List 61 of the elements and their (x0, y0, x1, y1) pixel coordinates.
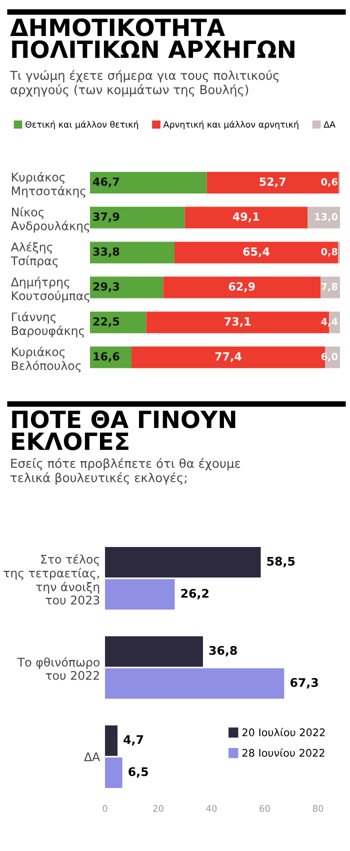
data-label: 33,8 (93, 247, 120, 258)
chart-subtitle: Τι γνώμη έχετε σήμερα για τους πολιτικούς αρχηγούς (των κομμάτων της Βουλής) (10, 70, 279, 97)
legend-label: Θετική και μάλλον θετική (26, 120, 138, 130)
bar (105, 636, 203, 667)
y-tick-label: Κυριάκος Μητσοτάκης (12, 172, 86, 198)
y-tick-label: Γιάννης Βαρουφάκης (12, 312, 84, 338)
legend-label: 20 Ιουλίου 2022 (242, 728, 325, 736)
bar (90, 242, 174, 264)
data-label: 77,4 (215, 352, 242, 362)
legend-label: Αρνητική και μάλλον αρνητική (163, 120, 298, 130)
x-tick-label: 0 (102, 805, 108, 812)
bar (90, 172, 207, 194)
bar (90, 276, 164, 298)
bar (174, 242, 338, 264)
bar (105, 547, 261, 578)
bar (184, 206, 308, 228)
data-label: 49,1 (232, 212, 260, 222)
data-label: 13,0 (315, 213, 338, 222)
y-tick-label: Κυριάκος Βελόπουλος (12, 346, 81, 372)
bar (90, 312, 146, 334)
x-tick-label: 80 (312, 805, 324, 812)
x-tick-label: 40 (206, 805, 217, 812)
data-label: 22,5 (93, 317, 120, 328)
data-label: 36,8 (209, 646, 237, 656)
x-tick-label: 60 (260, 805, 270, 812)
y-tick-label: Το φθινόπωρο του 2022 (17, 657, 100, 680)
x-tick-label: 20 (153, 805, 164, 812)
data-label: 0,8 (321, 248, 338, 257)
bar (105, 725, 118, 756)
legend-label: ΔΑ (324, 121, 336, 128)
y-tick-label: Στο τέλος της τετραετίας, την άνοιξη του 2023 (4, 554, 100, 605)
data-label: 29,3 (93, 282, 120, 292)
chart-title: ΠΟΤΕ ΘΑ ΓΙΝΟΥΝ ΕΚΛΟΓΕΣ (12, 410, 236, 450)
data-label: 0,6 (321, 178, 338, 187)
data-label: 6,5 (128, 767, 148, 778)
data-label: 26,2 (181, 588, 208, 600)
data-label: 73,1 (224, 317, 251, 328)
data-label: 65,4 (243, 247, 270, 258)
chart-title: ΔΗΜΟΤΙΚΟΤΗΤΑ ΠΟΛΙΤΙΚΩΝ ΑΡΧΗΓΩΝ (10, 18, 294, 58)
bar (105, 757, 122, 788)
bar (105, 579, 175, 610)
data-label: 46,7 (93, 177, 120, 188)
bar (163, 276, 320, 298)
data-label: 16,6 (94, 352, 120, 362)
data-label: 37,9 (93, 212, 120, 222)
bar (320, 276, 340, 298)
data-label: 7,8 (321, 282, 338, 292)
chart-subtitle: Εσείς πότε προβλέπετε ότι θα έχουμε τελικά βουλευτικές εκλογές; (10, 458, 240, 485)
data-label: 67,3 (290, 678, 318, 688)
data-label: 62,9 (228, 282, 255, 292)
y-tick-label: Αλέξης Τσίπρας (10, 242, 58, 268)
data-label: 4,7 (124, 735, 144, 746)
y-tick-label: Νίκος Ανδρουλάκης (10, 206, 90, 233)
bar (105, 668, 284, 699)
bar (90, 206, 185, 228)
data-label: 58,5 (267, 556, 295, 568)
y-tick-label: Δημήτρης Κουτσούμπας (10, 276, 90, 303)
data-label: 52,7 (260, 177, 286, 188)
legend-label: 28 Ιουνίου 2022 (242, 748, 324, 757)
y-tick-label: ΔΑ (84, 752, 100, 762)
bar (206, 172, 338, 194)
